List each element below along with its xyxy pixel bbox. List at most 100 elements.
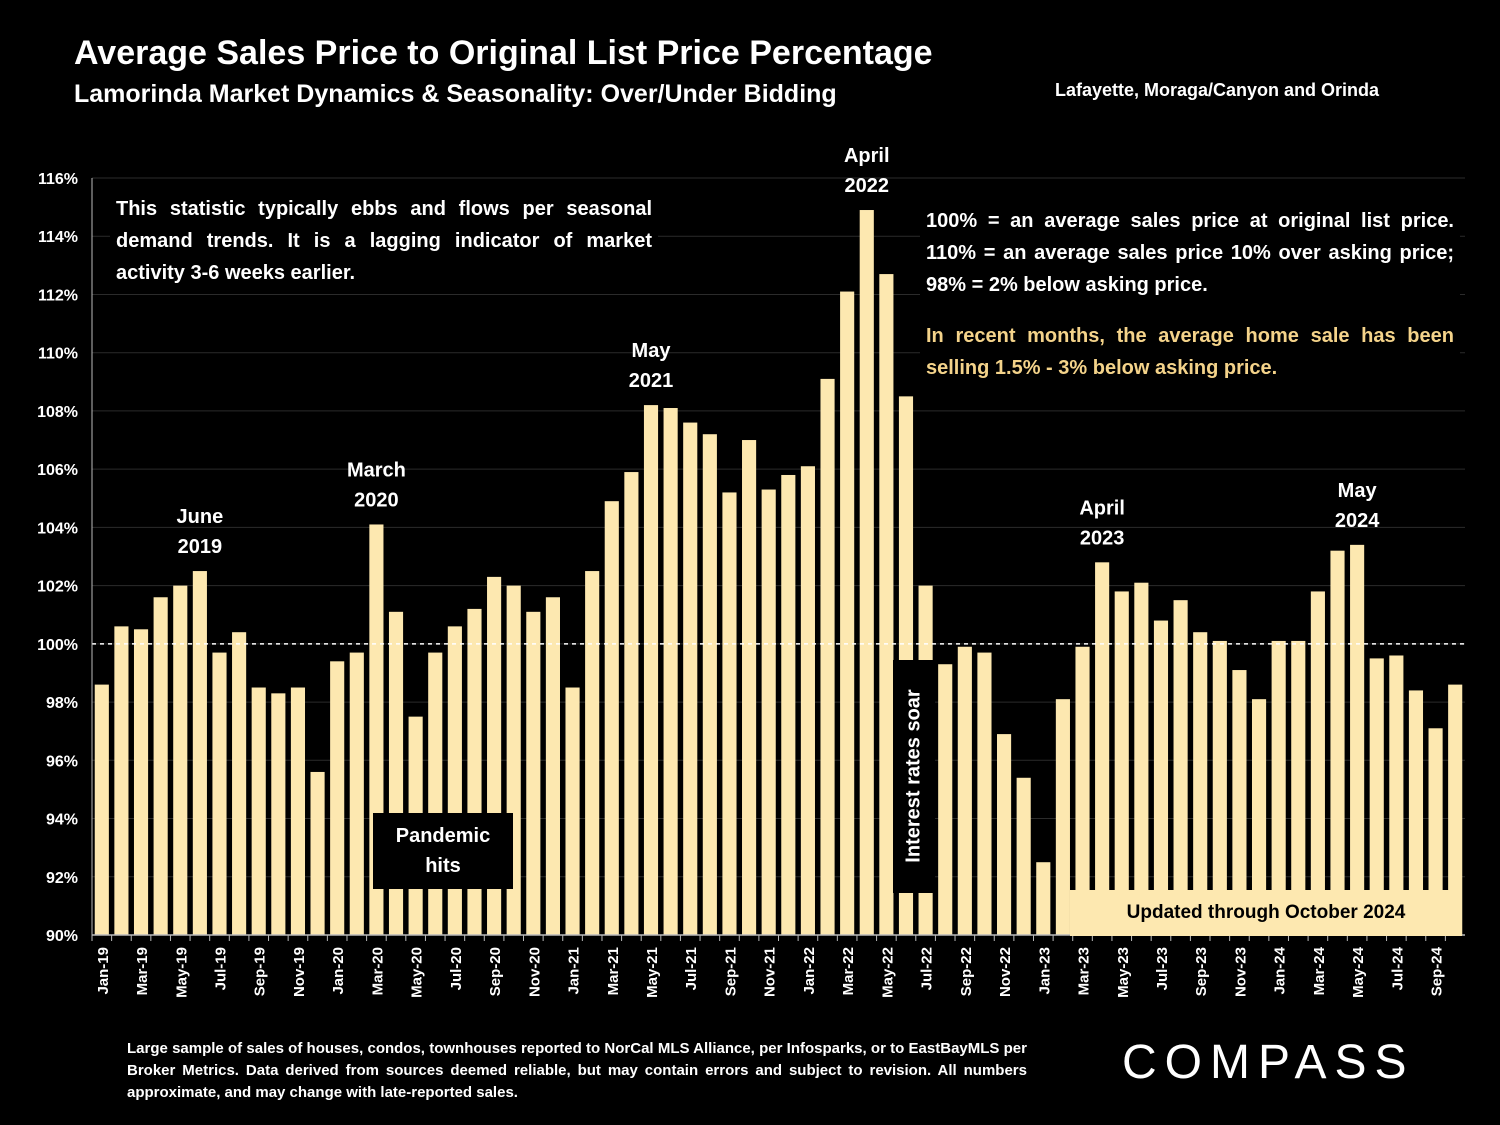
- pandemic-annotation-text: Pandemic hits: [395, 825, 491, 877]
- bar: [1448, 684, 1463, 935]
- bar: [820, 378, 835, 936]
- x-tick-label: Jul-23: [1154, 947, 1171, 990]
- bar: [1016, 777, 1031, 935]
- x-tick-label: May-23: [1115, 947, 1132, 998]
- bar: [938, 664, 953, 935]
- peak-annotation: 2020: [354, 489, 399, 511]
- x-tick-label: Jul-20: [448, 947, 465, 990]
- x-tick-label: Sep-22: [958, 947, 975, 996]
- bar: [1114, 591, 1129, 935]
- source-disclaimer: Large sample of sales of houses, condos,…: [127, 1040, 1027, 1101]
- bar: [173, 585, 188, 935]
- bar: [212, 652, 227, 935]
- bar: [251, 687, 266, 935]
- y-tick-label: 98%: [46, 695, 78, 712]
- peak-annotation: 2024: [1335, 510, 1380, 532]
- peak-annotation: April: [1079, 497, 1125, 519]
- chart-title: Average Sales Price to Original List Pri…: [74, 34, 933, 72]
- bar: [1291, 640, 1306, 935]
- peak-annotation: 2022: [845, 175, 890, 197]
- bar: [1310, 591, 1325, 935]
- x-tick-label: Nov-22: [997, 947, 1014, 997]
- y-tick-label: 112%: [38, 287, 78, 304]
- bar: [1428, 728, 1443, 935]
- x-tick-label: Sep-20: [487, 947, 504, 996]
- x-tick-label: Mar-23: [1076, 947, 1093, 995]
- chart-subtitle: Lamorinda Market Dynamics & Seasonality:…: [74, 80, 837, 108]
- bar: [1075, 646, 1090, 935]
- bar: [545, 597, 560, 935]
- bar: [192, 571, 207, 935]
- peak-annotation: April: [844, 145, 890, 167]
- x-tick-label: Sep-23: [1193, 947, 1210, 996]
- x-tick-label: Nov-21: [762, 947, 779, 997]
- bar: [114, 626, 129, 935]
- x-tick-label: Mar-24: [1311, 946, 1328, 995]
- seasonality-note: This statistic typically ebbs and flows …: [110, 193, 658, 289]
- bar: [526, 611, 541, 935]
- y-tick-label: 92%: [46, 870, 78, 887]
- bar: [781, 474, 796, 935]
- bar: [663, 408, 678, 935]
- y-tick-label: 96%: [46, 753, 78, 770]
- peak-annotation: 2023: [1080, 527, 1125, 549]
- interest-rates-annotation: Interest rates soar: [902, 689, 925, 863]
- peak-annotation: March: [347, 459, 406, 481]
- y-tick-label: 102%: [37, 579, 78, 596]
- region-label: Lafayette, Moraga/Canyon and Orinda: [1055, 80, 1380, 100]
- x-tick-label: May-20: [409, 947, 426, 998]
- bar: [859, 210, 874, 935]
- percentage-explanation-note: 100% = an average sales price at origina…: [920, 205, 1460, 301]
- bar: [1271, 640, 1286, 935]
- bar: [1232, 670, 1247, 935]
- bar: [1369, 658, 1384, 935]
- x-tick-label: Jul-19: [212, 947, 229, 990]
- bar: [742, 440, 757, 935]
- y-tick-label: 94%: [46, 812, 78, 829]
- bar: [232, 632, 247, 935]
- x-tick-label: Nov-20: [526, 947, 543, 997]
- bar: [643, 405, 659, 936]
- y-tick-label: 108%: [37, 404, 78, 421]
- bar: [1153, 620, 1169, 935]
- bar: [349, 652, 364, 935]
- x-tick-label: Sep-21: [722, 947, 739, 996]
- bar: [1330, 550, 1345, 935]
- bar: [290, 687, 306, 935]
- bar: [310, 771, 325, 935]
- bar: [153, 597, 168, 935]
- bar: [565, 687, 580, 935]
- bar: [271, 693, 286, 935]
- x-tick-label: Jan-24: [1272, 946, 1289, 994]
- y-tick-label: 114%: [38, 229, 78, 246]
- x-tick-label: May-22: [879, 947, 896, 998]
- bar: [800, 466, 815, 935]
- updated-through-banner: Updated through October 2024: [1070, 890, 1462, 936]
- bar: [585, 571, 600, 935]
- bar: [94, 684, 109, 935]
- bar: [702, 434, 717, 935]
- x-tick-label: Nov-19: [291, 947, 308, 997]
- bar: [997, 734, 1012, 935]
- y-tick-label: 100%: [37, 637, 78, 654]
- bar: [1095, 562, 1110, 935]
- y-tick-label: 116%: [38, 171, 78, 188]
- x-tick-label: May-21: [644, 947, 661, 998]
- peak-annotation: May: [1338, 480, 1378, 502]
- y-tick-label: 110%: [38, 346, 78, 363]
- bar: [133, 629, 149, 935]
- bar: [1212, 640, 1227, 935]
- bar: [683, 422, 698, 936]
- bar: [1055, 699, 1070, 935]
- y-tick-label: 104%: [37, 520, 78, 537]
- x-tick-label: Jan-20: [330, 947, 347, 995]
- bar: [1036, 862, 1051, 935]
- bar: [1251, 699, 1267, 935]
- x-tick-label: Mar-22: [840, 947, 857, 995]
- bar: [957, 646, 972, 935]
- x-tick-label: May-19: [173, 947, 190, 998]
- y-tick-label: 106%: [37, 462, 78, 479]
- bar: [1350, 544, 1365, 935]
- bar: [1408, 690, 1424, 935]
